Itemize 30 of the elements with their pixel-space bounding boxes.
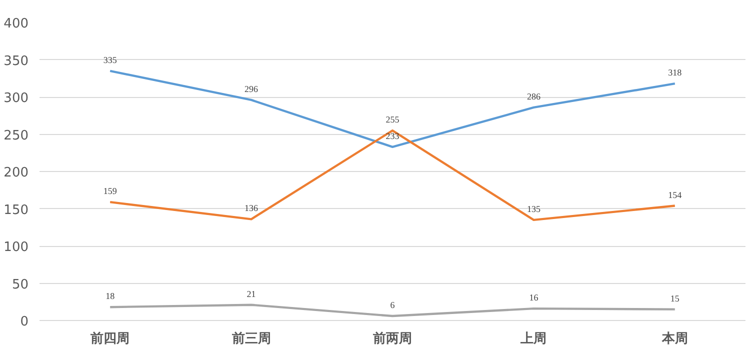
data-label: 135 (526, 204, 541, 214)
data-label: 335 (103, 54, 118, 65)
x-tick-label: 本周 (660, 332, 688, 346)
data-label: 255 (386, 114, 400, 125)
y-tick-label: 0 (20, 314, 29, 330)
data-label: 18 (106, 291, 116, 302)
x-tick-label: 前三周 (230, 332, 271, 346)
y-tick-label: 400 (4, 16, 29, 32)
y-tick-label: 250 (4, 128, 29, 144)
y-tick-label: 200 (4, 166, 29, 180)
data-label: 21 (246, 288, 256, 299)
data-label: 233 (386, 130, 400, 141)
data-label: 15 (670, 293, 680, 304)
data-label: 136 (244, 203, 259, 214)
y-tick-label: 350 (4, 54, 29, 69)
data-label: 296 (244, 84, 259, 94)
y-tick-label: 50 (12, 277, 29, 292)
y-tick-label: 150 (4, 202, 29, 218)
data-label: 16 (529, 292, 539, 303)
data-label: 286 (526, 91, 541, 102)
data-label: 6 (390, 300, 396, 310)
data-label: 159 (103, 186, 118, 196)
data-label: 318 (668, 68, 682, 78)
x-tick-label: 前两周 (372, 332, 412, 346)
y-tick-label: 300 (4, 91, 29, 106)
x-tick-label: 前四周 (90, 332, 130, 346)
y-tick-label: 100 (4, 240, 29, 255)
x-tick-label: 上周 (520, 332, 547, 346)
line-series (109, 304, 676, 318)
data-label: 154 (668, 190, 682, 200)
